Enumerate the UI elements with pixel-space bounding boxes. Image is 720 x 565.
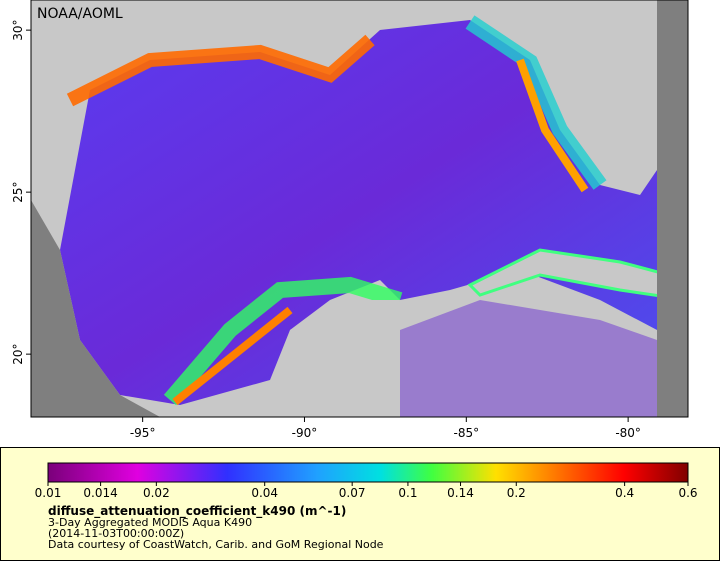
caribbean-water	[400, 300, 657, 417]
x-tick-label: -90°	[292, 426, 318, 440]
y-tick-label: 30°	[11, 19, 25, 40]
coastal-band	[172, 306, 293, 406]
colorbar	[47, 462, 689, 483]
colorbar-tick-label: 0.02	[143, 486, 170, 500]
legend-line: Data courtesy of CoastWatch, Carib. and …	[48, 538, 384, 551]
no-data	[657, 0, 688, 417]
yucatan	[290, 300, 400, 417]
cuba	[467, 248, 688, 302]
x-tick-label: -85°	[453, 426, 479, 440]
colorbar-tick-label: 0.4	[615, 486, 634, 500]
legend-line: 3-Day Aggregated MODIS Aqua K490	[48, 516, 252, 529]
x-tick-label: -80°	[615, 426, 641, 440]
legend-title: diffuse_attenuation_coefficient_k490 (m^…	[48, 504, 346, 519]
colorbar-tick-label: 0.6	[678, 486, 697, 500]
watermark: NOAA/AOML	[37, 6, 123, 22]
plot-frame	[30, 0, 689, 418]
coastal-band	[163, 276, 403, 406]
coastal-band	[516, 58, 589, 193]
colorbar-tick-label: 0.2	[507, 486, 526, 500]
coastal-band	[66, 34, 375, 107]
colorbar-tick-label: 0.07	[339, 486, 366, 500]
colorbar-ticks: 0.01 0.014 0.02 0.04 0.07 0.1 0.14 0.2 0.4 0.6	[35, 482, 698, 500]
axes: -95° -90° -85° -80° 20° 25° 30°	[11, 19, 641, 440]
gulf-water	[60, 20, 657, 405]
y-tick-label: 20°	[11, 344, 25, 365]
y-tick-label: 25°	[11, 181, 25, 202]
colorbar-tick-label: 0.04	[251, 486, 278, 500]
legend-line: (2014-11-03T00:00:00Z)	[48, 527, 184, 540]
colorbar-tick-label: 0.14	[447, 486, 474, 500]
colorbar-tick-label: 0.01	[35, 486, 62, 500]
no-data	[31, 200, 160, 417]
map-area	[31, 0, 688, 417]
coastal-band	[465, 15, 607, 190]
x-tick-label: -95°	[130, 426, 156, 440]
colorbar-tick-label: 0.014	[83, 486, 117, 500]
colorbar-tick-label: 0.1	[398, 486, 417, 500]
